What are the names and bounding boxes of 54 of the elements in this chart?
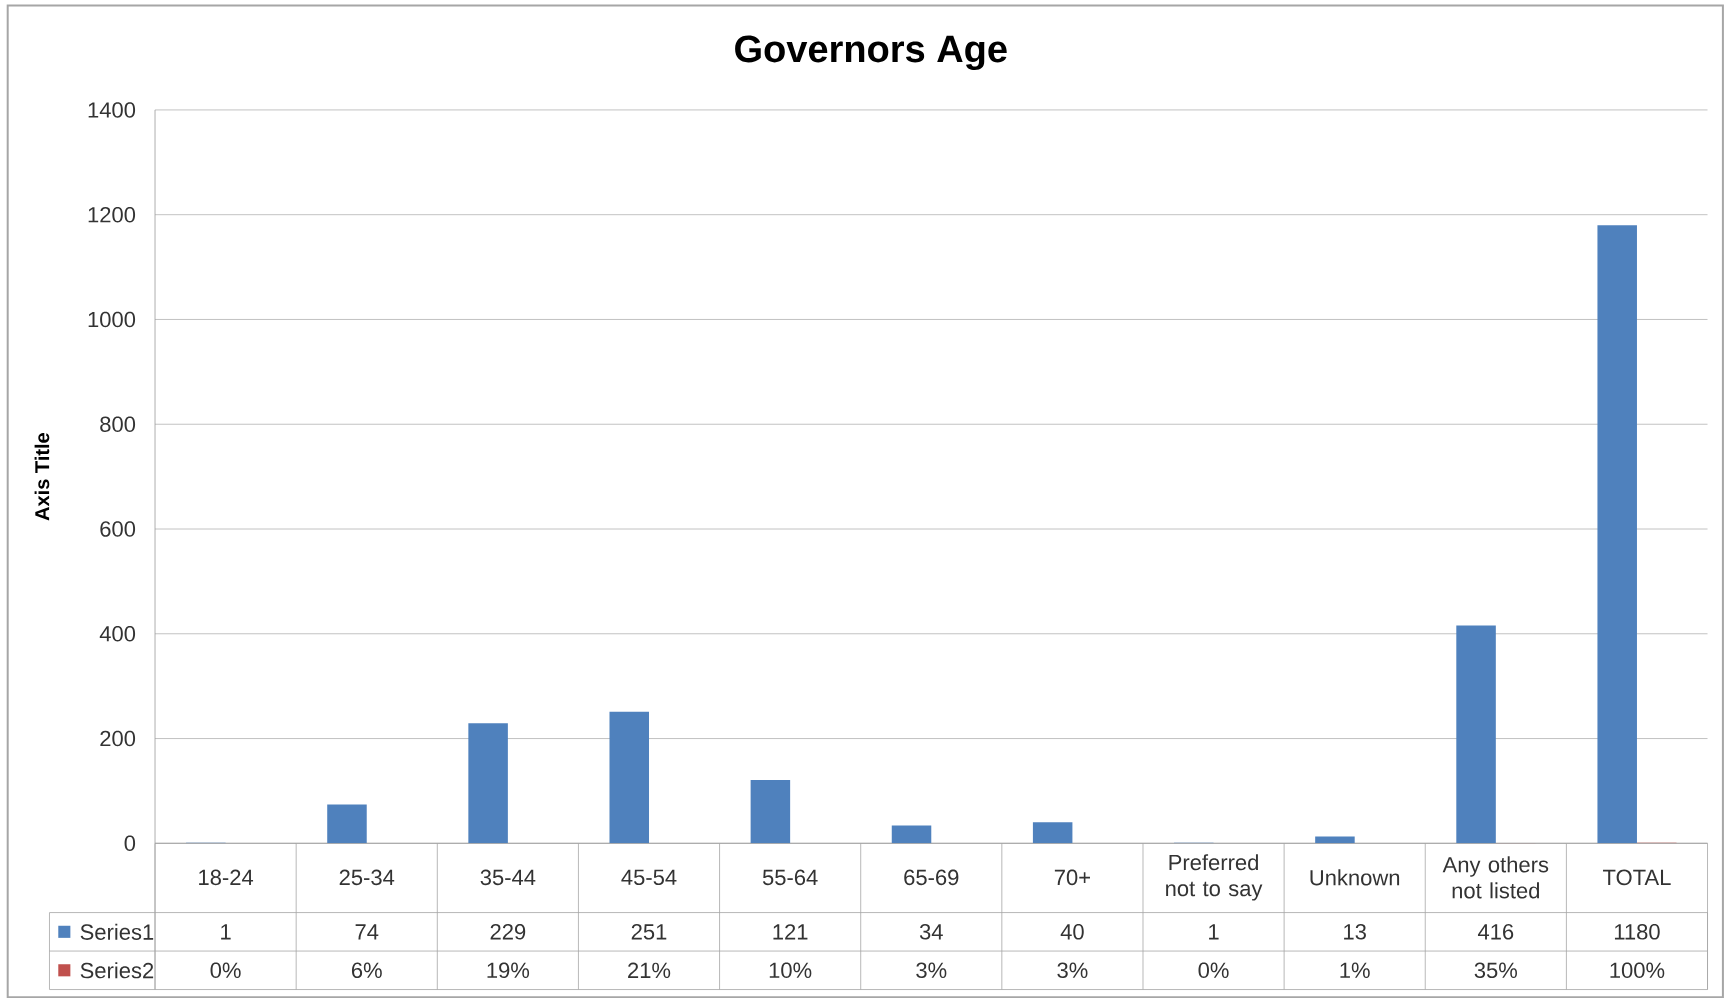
x-tick-label: 18-24 xyxy=(199,869,254,886)
x-tick-label: 35-44 xyxy=(480,869,536,886)
data-label: 10% xyxy=(769,962,812,978)
data-label: 35% xyxy=(1474,962,1518,978)
x-tick-label: 25-34 xyxy=(339,869,395,886)
data-label: 6% xyxy=(351,962,382,978)
y-tick-label: 600 xyxy=(100,521,136,537)
x-tick-label: Preferred not to say xyxy=(1166,853,1263,901)
x-tick-label: 65-69 xyxy=(904,869,959,886)
data-label: 3% xyxy=(916,962,947,978)
x-tick-label: TOTAL xyxy=(1603,869,1671,886)
data-label: 0% xyxy=(1198,962,1229,978)
bar xyxy=(609,711,650,844)
data-label: 121 xyxy=(773,923,808,940)
legend-label: Series2 xyxy=(80,962,154,979)
data-label: 100% xyxy=(1610,962,1665,978)
x-tick-label: Unknown xyxy=(1310,869,1400,886)
data-label: 1 xyxy=(1209,924,1219,940)
y-tick-label: 0 xyxy=(124,835,136,851)
legend-label: Series1 xyxy=(80,923,154,940)
data-label: 229 xyxy=(490,923,526,940)
data-label: 3% xyxy=(1057,962,1088,978)
data-label: 19% xyxy=(487,962,530,978)
bar xyxy=(750,779,791,844)
y-tick-label: 1400 xyxy=(88,102,136,118)
y-axis-title: Axis Title xyxy=(34,432,50,521)
x-tick-label: 45-54 xyxy=(621,869,677,885)
data-label: 40 xyxy=(1060,923,1084,940)
bar xyxy=(1597,225,1637,844)
data-label: 13 xyxy=(1344,923,1366,940)
data-label: 416 xyxy=(1477,923,1514,940)
bar xyxy=(1315,836,1355,844)
data-label: 74 xyxy=(355,924,379,940)
data-label: 251 xyxy=(631,923,667,940)
bar xyxy=(327,804,367,844)
x-tick-label: 70+ xyxy=(1054,869,1090,886)
y-tick-label: 1200 xyxy=(88,206,136,223)
x-tick-label: 55-64 xyxy=(762,869,818,886)
bar xyxy=(468,723,508,844)
y-tick-label: 800 xyxy=(100,416,136,432)
y-tick-label: 400 xyxy=(99,625,136,642)
y-tick-label: 1000 xyxy=(88,311,136,328)
data-label: 0% xyxy=(210,962,241,978)
data-label: 1 xyxy=(221,924,231,940)
x-tick-label: Any others not listed xyxy=(1442,856,1549,899)
data-label: 21% xyxy=(628,962,671,978)
bar xyxy=(891,825,932,844)
data-label: 34 xyxy=(919,923,943,940)
bar xyxy=(1456,625,1496,844)
chart-title: Governors Age xyxy=(735,35,1007,70)
data-label: 1180 xyxy=(1614,923,1660,940)
bar xyxy=(1032,822,1073,844)
data-label: 1% xyxy=(1340,962,1370,978)
y-tick-label: 200 xyxy=(100,730,136,747)
